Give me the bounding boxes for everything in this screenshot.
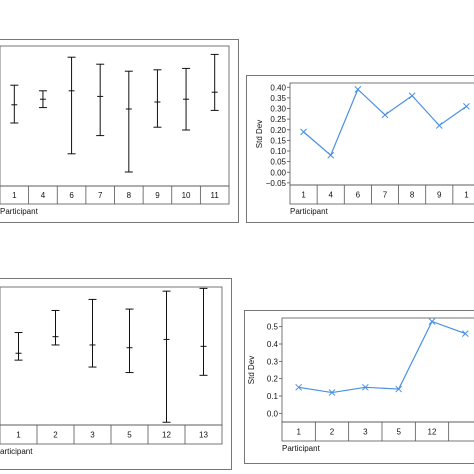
data-point (435, 122, 443, 129)
x-tick-label: 9 (437, 191, 442, 200)
data-point-stroke (361, 383, 369, 391)
data-point (328, 389, 336, 396)
y-tick-label: 0.4 (267, 340, 279, 349)
y-tick-label: 0.3 (267, 357, 279, 366)
data-point-stroke (395, 385, 403, 393)
x-tick-label: 11 (211, 191, 220, 200)
data-point (428, 318, 436, 325)
data-point (408, 92, 416, 100)
x-tick-label: 12 (428, 428, 437, 437)
data-point-stroke (435, 122, 443, 129)
x-axis-title: Participant (0, 207, 39, 216)
data-point (354, 86, 362, 93)
series-line (298, 320, 466, 394)
y-tick-label: 0.15 (270, 136, 286, 145)
x-tick-label: 4 (41, 191, 46, 200)
data-point-stroke (408, 92, 416, 100)
data-point (361, 383, 369, 391)
y-tick-label: 0.10 (270, 147, 286, 156)
x-tick-label: 2 (53, 431, 58, 440)
x-tick-label: 6 (356, 191, 361, 200)
y-tick-label: 0.05 (270, 158, 286, 167)
y-tick-label: 0.30 (270, 105, 286, 114)
data-point-stroke (327, 151, 335, 159)
category-band (281, 421, 474, 442)
data-point-stroke (461, 330, 469, 337)
y-tick-label: −0.05 (266, 179, 287, 188)
y-tick-label: 0.2 (267, 375, 279, 384)
panel-top-left (0, 39, 239, 223)
x-tick-label: 7 (383, 191, 388, 200)
x-tick-label: 12 (162, 431, 171, 440)
y-tick-label: 0.40 (270, 83, 286, 92)
x-tick-label: 13 (199, 431, 208, 440)
x-tick-label: 1 (464, 191, 469, 200)
x-tick-label: 6 (69, 191, 74, 200)
y-tick-label: 0.0 (267, 409, 279, 418)
data-point-stroke (428, 318, 436, 325)
y-axis-title: Std Dev (247, 356, 256, 384)
plot-frame (281, 317, 474, 423)
x-tick-label: 2 (330, 428, 335, 437)
data-point-stroke (295, 383, 303, 391)
x-tick-label: 5 (396, 428, 401, 437)
data-point-stroke (354, 86, 362, 93)
data-point (381, 111, 389, 119)
y-tick-label: 0.5 (267, 323, 279, 332)
data-point-stroke (300, 128, 307, 136)
x-tick-label: 3 (363, 428, 368, 437)
data-point (463, 103, 470, 110)
data-point (395, 385, 403, 393)
y-tick-label: 0.35 (270, 94, 286, 103)
x-axis-title: articipant (0, 447, 33, 456)
data-point-stroke (328, 389, 336, 396)
panel-top-right (246, 75, 474, 223)
x-axis-title: Participant (290, 207, 329, 216)
y-axis-title: Std Dev (255, 120, 264, 148)
x-tick-label: 4 (328, 191, 333, 200)
x-tick-label: 1 (301, 191, 306, 200)
x-tick-label: 1 (16, 431, 21, 440)
x-tick-label: 7 (98, 191, 103, 200)
x-tick-label: 1 (296, 428, 301, 437)
y-tick-label: 0.00 (270, 168, 286, 177)
x-tick-label: 10 (182, 191, 191, 200)
data-point-stroke (381, 111, 389, 119)
data-point (300, 128, 307, 136)
x-tick-label: 8 (410, 191, 415, 200)
data-point (327, 151, 335, 159)
y-tick-label: 0.1 (267, 392, 279, 401)
x-tick-label: 3 (90, 431, 95, 440)
category-band (289, 184, 474, 205)
data-point-stroke (463, 103, 470, 110)
x-tick-label: 5 (127, 431, 132, 440)
data-point (295, 383, 303, 391)
x-tick-label: 8 (127, 191, 132, 200)
x-tick-label: 1 (12, 191, 17, 200)
y-tick-label: 0.25 (270, 115, 286, 124)
y-tick-label: 0.20 (270, 126, 286, 135)
x-axis-title: Participant (282, 444, 321, 453)
panel-bottom-left (0, 278, 232, 470)
x-tick-label: 9 (155, 191, 160, 200)
data-point (461, 330, 469, 337)
